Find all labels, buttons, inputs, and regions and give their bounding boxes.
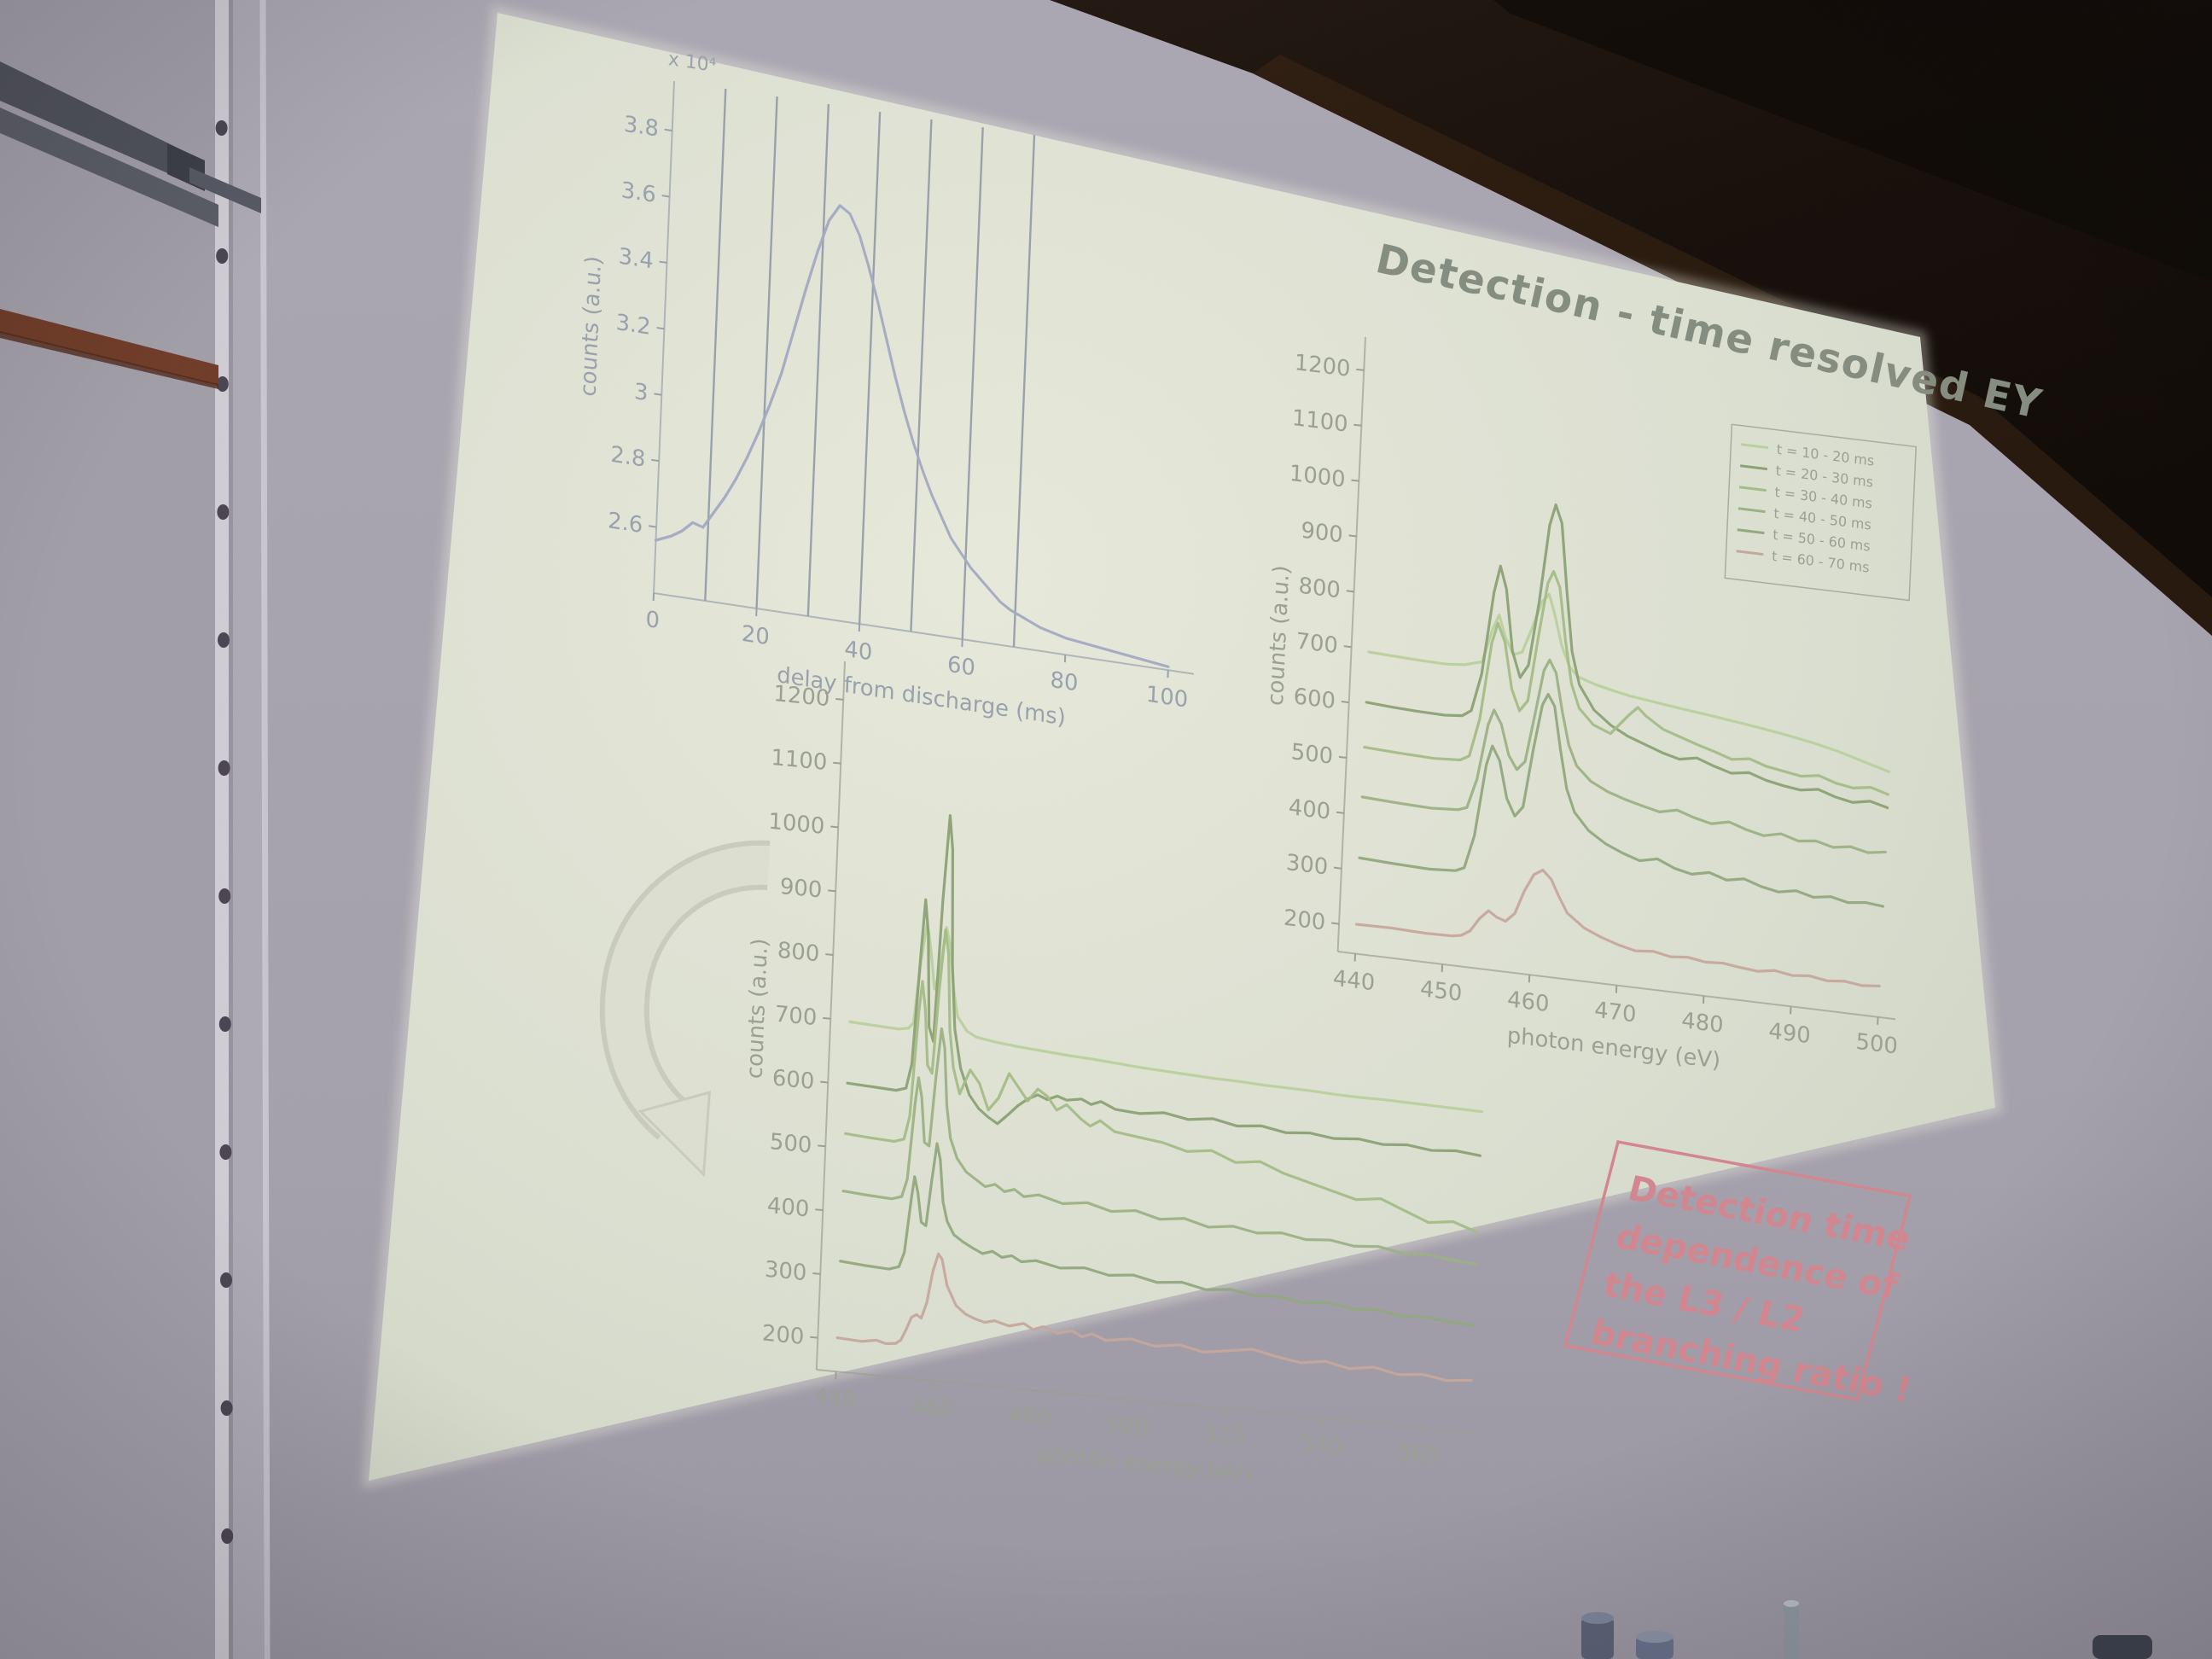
photo-of-projected-slide: Detection - time resolved EY 02040608010… [0,0,2212,1659]
grain-overlay [0,0,2212,1659]
